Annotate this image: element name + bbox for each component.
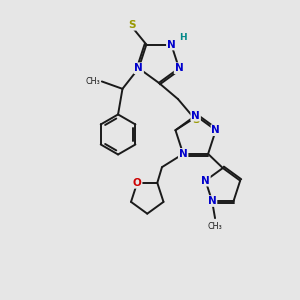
Text: N: N (201, 176, 210, 186)
Text: CH₃: CH₃ (85, 77, 100, 86)
Text: CH₃: CH₃ (208, 222, 222, 231)
Text: N: N (167, 40, 176, 50)
Text: S: S (128, 20, 135, 30)
Text: O: O (133, 178, 142, 188)
Text: N: N (191, 110, 200, 121)
Text: N: N (179, 149, 188, 159)
Text: S: S (192, 115, 200, 125)
Text: N: N (175, 63, 183, 73)
Text: N: N (212, 125, 220, 135)
Text: N: N (134, 63, 143, 73)
Text: N: N (208, 196, 217, 206)
Text: H: H (179, 33, 186, 42)
